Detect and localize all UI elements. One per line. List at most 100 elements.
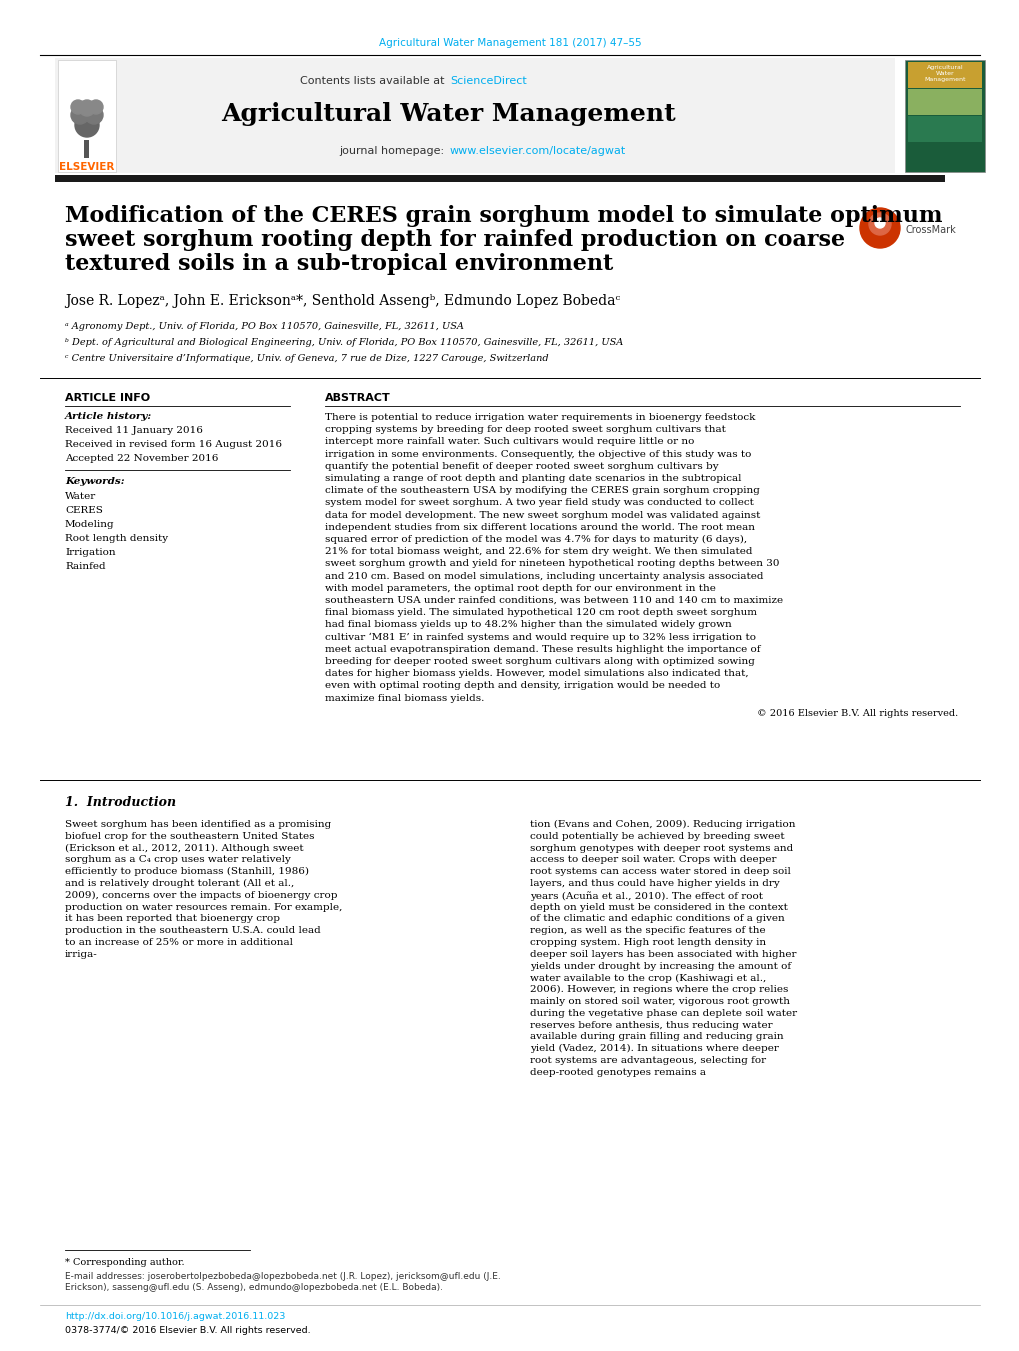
Text: sweet sorghum growth and yield for nineteen hypothetical rooting depths between : sweet sorghum growth and yield for ninet… [325, 559, 779, 569]
Text: Modification of the CERES grain sorghum model to simulate optimum: Modification of the CERES grain sorghum … [65, 205, 942, 227]
Text: simulating a range of root depth and planting date scenarios in the subtropical: simulating a range of root depth and pla… [325, 474, 741, 484]
Text: Water: Water [65, 492, 96, 501]
Bar [907, 143, 981, 169]
Text: system model for sweet sorghum. A two year field study was conducted to collect: system model for sweet sorghum. A two ye… [325, 499, 753, 508]
Text: sorghum genotypes with deeper root systems and: sorghum genotypes with deeper root syste… [530, 843, 793, 852]
Text: region, as well as the specific features of the: region, as well as the specific features… [530, 927, 765, 935]
Text: production on water resources remain. For example,: production on water resources remain. Fo… [65, 902, 342, 912]
Text: root systems are advantageous, selecting for: root systems are advantageous, selecting… [530, 1056, 765, 1065]
Text: during the vegetative phase can deplete soil water: during the vegetative phase can deplete … [530, 1009, 796, 1017]
Bar [907, 89, 981, 115]
Text: yields under drought by increasing the amount of: yields under drought by increasing the a… [530, 962, 791, 970]
Circle shape [874, 218, 884, 228]
Text: sweet sorghum rooting depth for rainfed production on coarse: sweet sorghum rooting depth for rainfed … [65, 230, 845, 251]
Text: 2009), concerns over the impacts of bioenergy crop: 2009), concerns over the impacts of bioe… [65, 890, 337, 900]
Text: 0378-3774/© 2016 Elsevier B.V. All rights reserved.: 0378-3774/© 2016 Elsevier B.V. All right… [65, 1325, 311, 1335]
Text: dates for higher biomass yields. However, model simulations also indicated that,: dates for higher biomass yields. However… [325, 669, 748, 678]
Text: layers, and thus could have higher yields in dry: layers, and thus could have higher yield… [530, 880, 779, 888]
Text: years (Acuña et al., 2010). The effect of root: years (Acuña et al., 2010). The effect o… [530, 890, 762, 901]
Text: access to deeper soil water. Crops with deeper: access to deeper soil water. Crops with … [530, 855, 775, 865]
Text: depth on yield must be considered in the context: depth on yield must be considered in the… [530, 902, 787, 912]
Text: could potentially be achieved by breeding sweet: could potentially be achieved by breedin… [530, 832, 784, 840]
Text: with model parameters, the optimal root depth for our environment in the: with model parameters, the optimal root … [325, 584, 715, 593]
Circle shape [89, 100, 103, 113]
Text: (Erickson et al., 2012, 2011). Although sweet: (Erickson et al., 2012, 2011). Although … [65, 843, 304, 852]
Circle shape [71, 105, 89, 124]
Text: ARTICLE INFO: ARTICLE INFO [65, 393, 150, 403]
Text: intercept more rainfall water. Such cultivars would require little or no: intercept more rainfall water. Such cult… [325, 438, 694, 446]
Text: ScienceDirect: ScienceDirect [449, 76, 526, 86]
Text: tion (Evans and Cohen, 2009). Reducing irrigation: tion (Evans and Cohen, 2009). Reducing i… [530, 820, 795, 830]
Text: reserves before anthesis, thus reducing water: reserves before anthesis, thus reducing … [530, 1020, 771, 1029]
Text: and 210 cm. Based on model simulations, including uncertainty analysis associate: and 210 cm. Based on model simulations, … [325, 571, 763, 581]
Text: and is relatively drought tolerant (All et al.,: and is relatively drought tolerant (All … [65, 880, 293, 888]
Text: final biomass yield. The simulated hypothetical 120 cm root depth sweet sorghum: final biomass yield. The simulated hypot… [325, 608, 756, 617]
Bar [904, 59, 984, 172]
Text: 1.  Introduction: 1. Introduction [65, 796, 176, 809]
Text: mainly on stored soil water, vigorous root growth: mainly on stored soil water, vigorous ro… [530, 997, 790, 1006]
Text: deep-rooted genotypes remains a: deep-rooted genotypes remains a [530, 1067, 705, 1077]
Text: Received in revised form 16 August 2016: Received in revised form 16 August 2016 [65, 440, 281, 449]
Text: ᵇ Dept. of Agricultural and Biological Engineering, Univ. of Florida, PO Box 110: ᵇ Dept. of Agricultural and Biological E… [65, 338, 623, 347]
Text: www.elsevier.com/locate/agwat: www.elsevier.com/locate/agwat [449, 146, 626, 155]
Text: * Corresponding author.: * Corresponding author. [65, 1258, 184, 1267]
Text: ABSTRACT: ABSTRACT [325, 393, 390, 403]
Circle shape [85, 105, 103, 124]
Text: Jose R. Lopezᵃ, John E. Ericksonᵃ*, Senthold Assengᵇ, Edmundo Lopez Bobedaᶜ: Jose R. Lopezᵃ, John E. Ericksonᵃ*, Sent… [65, 295, 620, 308]
Text: it has been reported that bioenergy crop: it has been reported that bioenergy crop [65, 915, 280, 923]
Text: Erickson), sasseng@ufl.edu (S. Asseng), edmundo@lopezbobeda.net (E.L. Bobeda).: Erickson), sasseng@ufl.edu (S. Asseng), … [65, 1283, 442, 1292]
Text: ELSEVIER: ELSEVIER [59, 162, 114, 172]
Text: Article history:: Article history: [65, 412, 152, 422]
Text: Agricultural Water Management 181 (2017) 47–55: Agricultural Water Management 181 (2017)… [378, 38, 641, 49]
Text: irrigation in some environments. Consequently, the objective of this study was t: irrigation in some environments. Consequ… [325, 450, 751, 458]
Text: water available to the crop (Kashiwagi et al.,: water available to the crop (Kashiwagi e… [530, 974, 765, 982]
Bar [907, 62, 981, 88]
Bar [55, 58, 894, 173]
Text: quantify the potential benefit of deeper rooted sweet sorghum cultivars by: quantify the potential benefit of deeper… [325, 462, 718, 470]
Text: Accepted 22 November 2016: Accepted 22 November 2016 [65, 454, 218, 463]
Text: to an increase of 25% or more in additional: to an increase of 25% or more in additio… [65, 938, 292, 947]
Text: available during grain filling and reducing grain: available during grain filling and reduc… [530, 1032, 783, 1042]
Text: southeastern USA under rainfed conditions, was between 110 and 140 cm to maximiz: southeastern USA under rainfed condition… [325, 596, 783, 605]
Text: cultivar ‘M81 E’ in rainfed systems and would require up to 32% less irrigation : cultivar ‘M81 E’ in rainfed systems and … [325, 632, 755, 642]
Text: 2006). However, in regions where the crop relies: 2006). However, in regions where the cro… [530, 985, 788, 994]
Text: biofuel crop for the southeastern United States: biofuel crop for the southeastern United… [65, 832, 314, 840]
Text: cropping system. High root length density in: cropping system. High root length densit… [530, 938, 765, 947]
Circle shape [71, 100, 85, 113]
Text: ᵃ Agronomy Dept., Univ. of Florida, PO Box 110570, Gainesville, FL, 32611, USA: ᵃ Agronomy Dept., Univ. of Florida, PO B… [65, 322, 464, 331]
Text: http://dx.doi.org/10.1016/j.agwat.2016.11.023: http://dx.doi.org/10.1016/j.agwat.2016.1… [65, 1312, 285, 1321]
Text: Received 11 January 2016: Received 11 January 2016 [65, 426, 203, 435]
Circle shape [75, 113, 99, 136]
Text: Agricultural
Water
Management: Agricultural Water Management [923, 65, 965, 82]
Text: squared error of prediction of the model was 4.7% for days to maturity (6 days),: squared error of prediction of the model… [325, 535, 746, 544]
Text: Contents lists available at: Contents lists available at [300, 76, 447, 86]
Circle shape [78, 100, 95, 116]
Bar [55, 176, 944, 182]
Text: irriga-: irriga- [65, 950, 98, 959]
Text: meet actual evapotranspiration demand. These results highlight the importance of: meet actual evapotranspiration demand. T… [325, 644, 760, 654]
Text: E-mail addresses: joserobertolpezbobeda@lopezbobeda.net (J.R. Lopez), jericksom@: E-mail addresses: joserobertolpezbobeda@… [65, 1273, 500, 1281]
Text: of the climatic and edaphic conditions of a given: of the climatic and edaphic conditions o… [530, 915, 784, 923]
Circle shape [868, 213, 891, 235]
Text: had final biomass yields up to 48.2% higher than the simulated widely grown: had final biomass yields up to 48.2% hig… [325, 620, 731, 630]
Text: even with optimal rooting depth and density, irrigation would be needed to: even with optimal rooting depth and dens… [325, 681, 719, 690]
Bar [907, 116, 981, 142]
Text: journal homepage:: journal homepage: [339, 146, 447, 155]
Text: Agricultural Water Management: Agricultural Water Management [220, 101, 675, 126]
Text: Modeling: Modeling [65, 520, 114, 530]
Text: CERES: CERES [65, 507, 103, 515]
Text: © 2016 Elsevier B.V. All rights reserved.: © 2016 Elsevier B.V. All rights reserved… [756, 709, 957, 717]
Circle shape [859, 208, 899, 249]
Text: climate of the southeastern USA by modifying the CERES grain sorghum cropping: climate of the southeastern USA by modif… [325, 486, 759, 496]
Text: yield (Vadez, 2014). In situations where deeper: yield (Vadez, 2014). In situations where… [530, 1044, 779, 1054]
Text: Keywords:: Keywords: [65, 477, 124, 486]
Text: There is potential to reduce irrigation water requirements in bioenergy feedstoc: There is potential to reduce irrigation … [325, 413, 755, 422]
Bar [58, 59, 116, 172]
Text: Root length density: Root length density [65, 534, 168, 543]
Text: Sweet sorghum has been identified as a promising: Sweet sorghum has been identified as a p… [65, 820, 331, 830]
Text: independent studies from six different locations around the world. The root mean: independent studies from six different l… [325, 523, 754, 532]
Text: 21% for total biomass weight, and 22.6% for stem dry weight. We then simulated: 21% for total biomass weight, and 22.6% … [325, 547, 752, 557]
Text: maximize final biomass yields.: maximize final biomass yields. [325, 693, 484, 703]
Text: deeper soil layers has been associated with higher: deeper soil layers has been associated w… [530, 950, 796, 959]
Text: cropping systems by breeding for deep rooted sweet sorghum cultivars that: cropping systems by breeding for deep ro… [325, 426, 726, 434]
